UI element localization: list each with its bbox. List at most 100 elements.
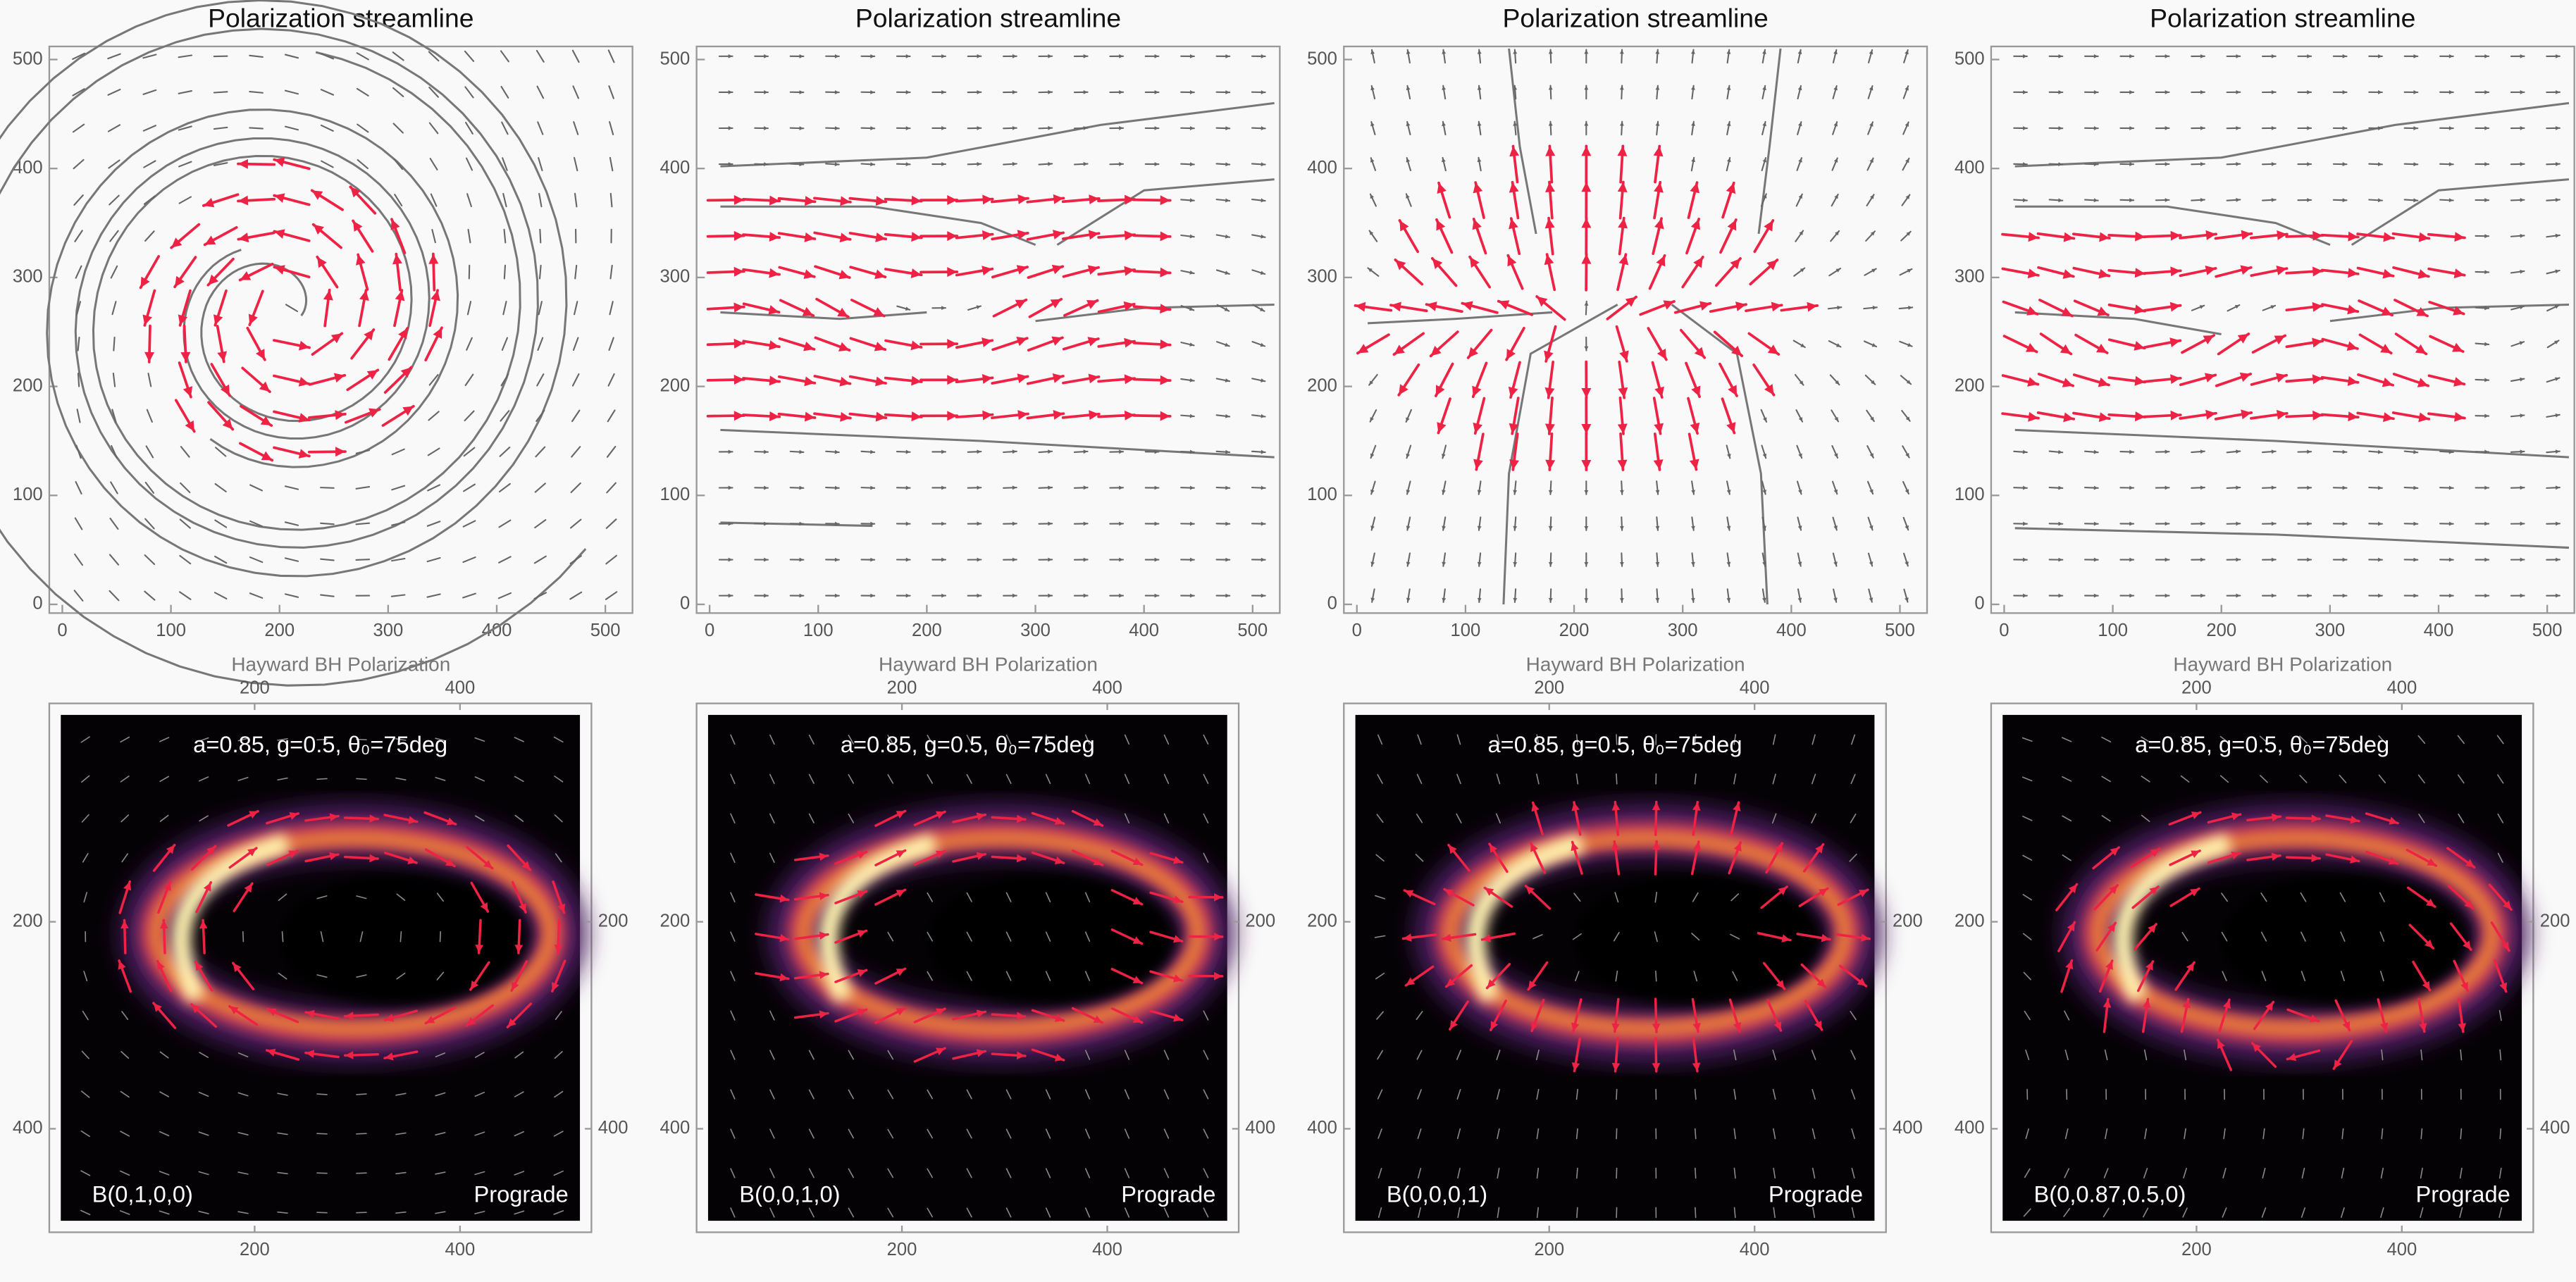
field-arrow [1180, 162, 1195, 167]
arrow-head [941, 593, 946, 598]
arrow-shaft [439, 931, 442, 942]
arrow-head [1369, 380, 1374, 385]
arrow-shaft [572, 85, 579, 99]
arrow-head [1689, 459, 1699, 470]
arrow-head [1618, 218, 1628, 229]
arrow-head [2058, 162, 2063, 167]
arrow-head [1390, 301, 1401, 312]
field-arrow [1180, 449, 1195, 454]
arrow-head [1807, 301, 1818, 312]
field-arrow [170, 223, 201, 249]
arrow-head [1537, 296, 1548, 307]
plot-frame [695, 45, 1281, 614]
arrow-head [1225, 54, 1230, 58]
arrow-head [769, 411, 780, 421]
arrow-head [238, 232, 249, 243]
field-arrow [896, 126, 911, 130]
arrow-head [1799, 230, 1804, 235]
arrow-head [1906, 380, 1912, 385]
arrow-head [1370, 597, 1375, 602]
field-arrow [1509, 217, 1521, 255]
x-tick-label: 300 [373, 621, 403, 640]
field-arrow [2119, 557, 2135, 562]
arrow-head [2135, 231, 2145, 242]
field-arrow [2297, 198, 2312, 202]
arrow-head [2200, 54, 2205, 58]
field-arrow [2391, 411, 2431, 423]
field-arrow [2262, 449, 2277, 454]
arrow-shaft [178, 54, 193, 58]
arrow-head [1124, 337, 1135, 348]
arrow-head [2093, 449, 2098, 454]
y-tick-label: 300 [1307, 267, 1337, 287]
field-arrow [1714, 257, 1742, 287]
field-arrow [607, 373, 615, 387]
x-tick-label: 400 [2424, 621, 2454, 640]
field-arrow [1576, 1207, 1578, 1219]
field-arrow [2262, 197, 2277, 202]
arrow-head [1370, 417, 1374, 422]
arrow-head [1189, 198, 1194, 203]
arrow-shaft [249, 127, 264, 130]
field-arrow [1215, 593, 1231, 598]
field-arrow [574, 264, 578, 280]
arrow-head [1797, 49, 1802, 55]
field-arrow [2403, 521, 2419, 526]
arrow-head [1691, 157, 1696, 163]
field-arrow [1097, 410, 1137, 421]
field-arrow [848, 232, 888, 242]
arrow-head [1473, 422, 1483, 434]
field-arrow [2226, 557, 2241, 562]
arrow-head [2200, 197, 2205, 202]
field-arrow [173, 256, 197, 289]
field-arrow [2013, 593, 2028, 598]
arrow-shaft [502, 192, 507, 208]
arrow-head [1798, 453, 1802, 459]
arrow-head [2134, 375, 2145, 386]
y-tick-label: 400 [1955, 158, 1985, 178]
arrow-head [1083, 161, 1088, 166]
field-arrow [462, 592, 476, 599]
arrow-head [2271, 162, 2276, 166]
arrow-head [941, 485, 946, 490]
field-arrow [1863, 340, 1878, 348]
field-arrow [1863, 305, 1878, 310]
field-arrow [1144, 485, 1160, 490]
arrow-head [185, 420, 194, 432]
field-arrow [1761, 480, 1767, 495]
field-arrow [2217, 332, 2250, 356]
arrow-shaft [609, 264, 613, 280]
arrow-head [799, 54, 804, 58]
arrow-head [1477, 525, 1482, 530]
field-arrow [214, 555, 228, 564]
field-arrow [358, 289, 369, 328]
field-arrow [2155, 198, 2170, 202]
arrow-shaft [355, 449, 370, 454]
arrow-head [1762, 85, 1766, 91]
field-arrow [1144, 521, 1160, 526]
field-arrow [500, 50, 509, 63]
field-arrow [1215, 198, 1231, 203]
field-arrow [1652, 217, 1664, 255]
field-arrow [1215, 90, 1231, 94]
field-arrow [1726, 49, 1731, 64]
arrow-head [728, 485, 733, 490]
arrow-head [1442, 85, 1447, 90]
arrow-head [2237, 334, 2249, 344]
field-arrow [1367, 267, 1380, 277]
arrow-shaft [400, 931, 402, 942]
arrow-shaft [214, 519, 228, 528]
arrow-head [1477, 157, 1482, 163]
field-arrow [919, 231, 959, 242]
arrow-head [1437, 422, 1447, 433]
arrow-shaft [321, 160, 334, 168]
arrow-head [400, 367, 411, 378]
arrow-shaft [500, 85, 509, 99]
field-arrow [2072, 373, 2110, 387]
arrow-shaft [355, 522, 371, 525]
field-arrow [2357, 373, 2395, 387]
x-tick-label: 500 [2532, 621, 2563, 640]
field-arrow [2332, 593, 2348, 598]
arrow-shaft [607, 373, 615, 387]
arrow-shaft [570, 482, 581, 494]
